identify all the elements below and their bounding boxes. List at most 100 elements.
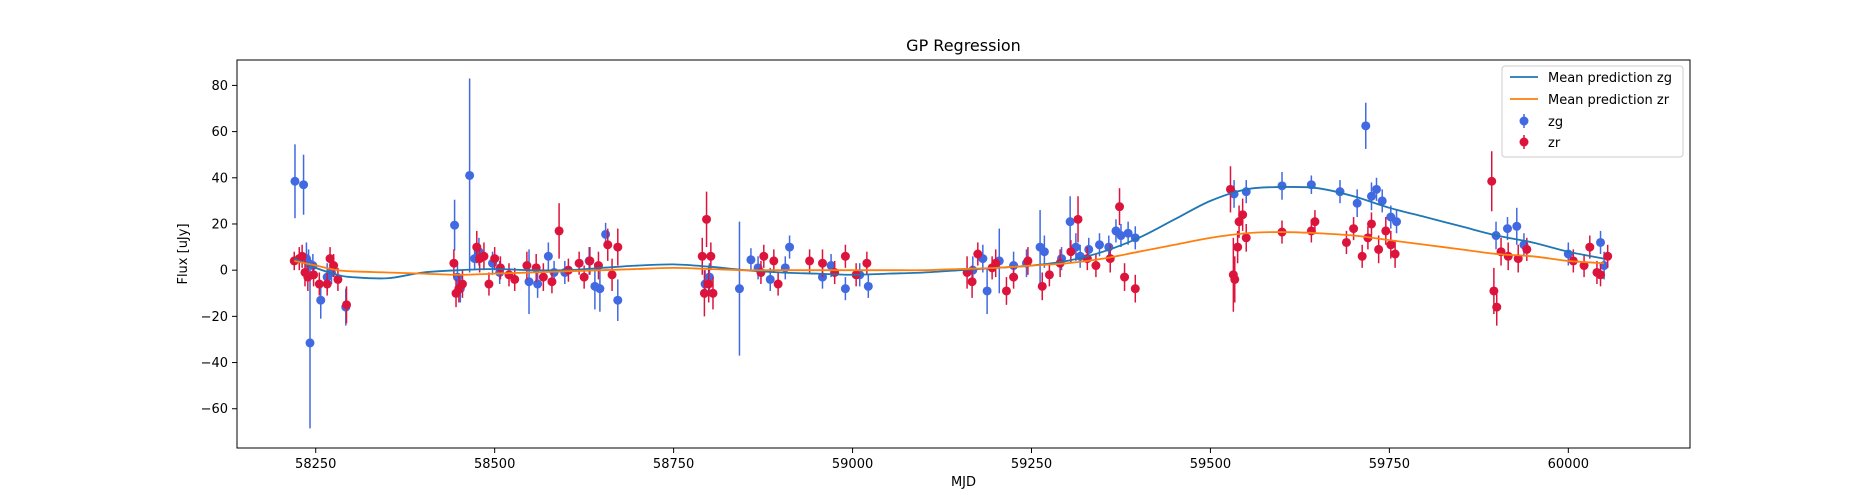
zr-data-point bbox=[1381, 226, 1391, 236]
zg-data-point bbox=[613, 295, 623, 305]
zr-data-point bbox=[1357, 251, 1367, 261]
zr-data-point bbox=[1366, 219, 1376, 229]
y-tick-label: 20 bbox=[211, 217, 228, 232]
zg-data-point bbox=[450, 220, 460, 230]
data-layer bbox=[289, 78, 1613, 429]
zg-data-point bbox=[524, 277, 534, 287]
zg-data-point bbox=[290, 176, 300, 186]
zr-data-point bbox=[314, 279, 324, 289]
zr-data-point bbox=[1374, 244, 1384, 254]
zr-data-point bbox=[484, 279, 494, 289]
legend-swatch-zg-marker bbox=[1519, 116, 1529, 126]
y-tick-label: 60 bbox=[211, 125, 228, 140]
x-tick-label: 58500 bbox=[474, 457, 515, 472]
zg-data-point bbox=[465, 170, 475, 180]
zr-data-point bbox=[325, 254, 335, 264]
x-tick-label: 59500 bbox=[1190, 457, 1231, 472]
zr-data-point bbox=[1603, 251, 1613, 261]
zr-data-point bbox=[322, 279, 332, 289]
zr-data-point bbox=[1522, 244, 1532, 254]
zg-data-point bbox=[601, 229, 611, 239]
zr-data-point bbox=[1492, 302, 1502, 312]
zr-data-point bbox=[706, 251, 716, 261]
zr-data-point bbox=[309, 270, 319, 280]
y-tick-label: −60 bbox=[201, 402, 228, 417]
zr-data-point bbox=[547, 277, 557, 287]
y-tick-label: 0 bbox=[220, 264, 228, 279]
legend-label-zg: zg bbox=[1548, 115, 1563, 130]
zg-data-point bbox=[982, 286, 992, 296]
zg-data-point bbox=[863, 281, 873, 291]
zr-data-point bbox=[1233, 242, 1243, 252]
zg-data-point bbox=[1084, 244, 1094, 254]
zr-data-point bbox=[699, 288, 709, 298]
zr-data-point bbox=[297, 251, 307, 261]
x-tick-label: 59000 bbox=[832, 457, 873, 472]
zr-data-point bbox=[1115, 202, 1125, 212]
zr-data-point bbox=[973, 249, 983, 259]
zr-data-point bbox=[862, 258, 872, 268]
x-tick-label: 59750 bbox=[1369, 457, 1410, 472]
zr-data-point bbox=[1386, 240, 1396, 250]
zr-data-point bbox=[1487, 176, 1497, 186]
x-tick-label: 60000 bbox=[1548, 457, 1589, 472]
zr-data-point bbox=[1585, 242, 1595, 252]
y-tick-label: 80 bbox=[211, 79, 228, 94]
chart-title: GP Regression bbox=[906, 36, 1021, 55]
zr-data-point bbox=[1579, 261, 1589, 271]
zg-data-point bbox=[1277, 181, 1287, 191]
zr-data-point bbox=[490, 254, 500, 264]
y-axis: −60 −40 −20 0 20 40 60 80 bbox=[201, 79, 237, 417]
zg-data-point bbox=[1352, 198, 1362, 208]
zr-data-point bbox=[1001, 286, 1011, 296]
zr-data-point bbox=[991, 258, 1001, 268]
zr-data-point bbox=[1503, 251, 1513, 261]
y-tick-label: 40 bbox=[211, 171, 228, 186]
zr-data-point bbox=[1120, 272, 1130, 282]
zr-data-point bbox=[769, 256, 779, 266]
zr-data-point bbox=[329, 261, 339, 271]
plot-frame bbox=[236, 59, 1691, 449]
zr-data-point bbox=[538, 272, 548, 282]
zr-data-point bbox=[702, 214, 712, 224]
zr-data-point bbox=[1230, 274, 1240, 284]
zr-data-point bbox=[1310, 217, 1320, 227]
zr-data-point bbox=[1341, 237, 1351, 247]
zr-data-point bbox=[342, 300, 352, 310]
zg-data-point bbox=[840, 284, 850, 294]
zr-data-point bbox=[479, 251, 489, 261]
zr-data-point bbox=[495, 263, 505, 273]
zr-data-point bbox=[1596, 270, 1606, 280]
zr-data-point bbox=[449, 258, 459, 268]
zr-data-point bbox=[840, 251, 850, 261]
zg-data-point bbox=[316, 295, 326, 305]
zr-data-point bbox=[1225, 184, 1235, 194]
zg-data-point bbox=[746, 255, 756, 265]
zg-data-point bbox=[1512, 221, 1522, 231]
y-axis-label: Flux [uJy] bbox=[176, 223, 191, 284]
zr-data-point bbox=[1234, 217, 1244, 227]
zg-data-point bbox=[1361, 121, 1371, 131]
zr-data-point bbox=[773, 279, 783, 289]
series-zr bbox=[289, 151, 1613, 326]
zr-data-point bbox=[510, 274, 520, 284]
zr-data-point bbox=[1349, 224, 1359, 234]
zr-data-point bbox=[613, 242, 623, 252]
zr-data-point bbox=[817, 258, 827, 268]
zg-data-point bbox=[1377, 196, 1387, 206]
zr-data-point bbox=[1091, 261, 1101, 271]
zg-data-point bbox=[1123, 228, 1133, 238]
zr-data-point bbox=[585, 256, 595, 266]
zg-data-point bbox=[1596, 237, 1606, 247]
y-tick-label: −20 bbox=[201, 310, 228, 325]
zr-data-point bbox=[607, 270, 617, 280]
legend-box bbox=[1501, 65, 1684, 158]
zr-data-point bbox=[805, 256, 815, 266]
legend-label-zr-line: Mean prediction zr bbox=[1548, 93, 1670, 108]
x-tick-label: 58250 bbox=[295, 457, 336, 472]
zr-data-point bbox=[1390, 249, 1400, 259]
zg-data-point bbox=[305, 338, 315, 348]
zr-data-point bbox=[1009, 272, 1019, 282]
zg-data-point bbox=[543, 251, 553, 261]
